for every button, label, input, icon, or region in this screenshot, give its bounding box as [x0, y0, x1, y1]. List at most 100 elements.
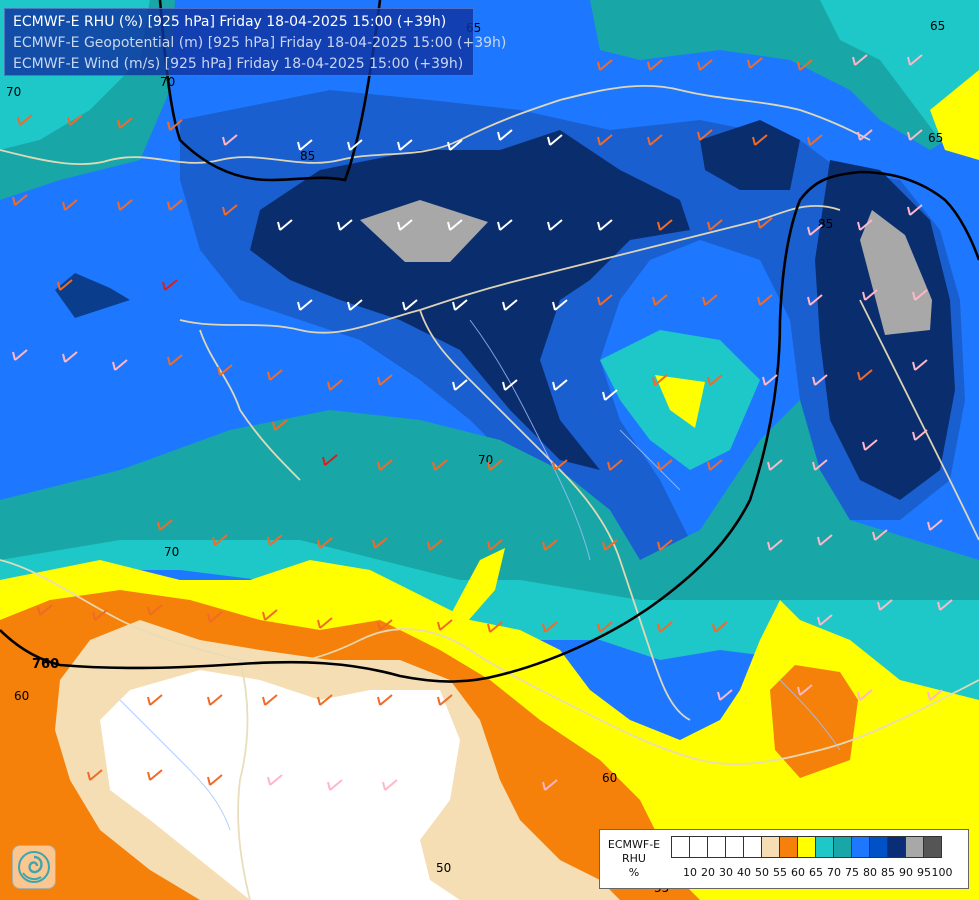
contour-label: 65: [930, 19, 945, 33]
legend-title: ECMWF-E RHU %: [604, 838, 664, 880]
rh-area-60-65-spike: [445, 548, 505, 630]
wind-barb: [347, 299, 363, 311]
wind-barb: [657, 219, 673, 231]
legend-swatch: [887, 836, 906, 858]
wind-barb: [547, 219, 563, 231]
legend-tick-label: 100: [931, 866, 953, 879]
wind-title: ECMWF-E Wind (m/s) [925 hPa] Friday 18-0…: [13, 56, 464, 72]
wind-barb: [647, 134, 663, 146]
wind-barb: [652, 374, 668, 386]
wind-barb: [92, 609, 108, 621]
wind-barb: [552, 299, 568, 311]
contour-label: 60: [14, 689, 29, 703]
wind-barb: [12, 194, 28, 206]
wind-barb: [757, 294, 773, 306]
wind-barb: [267, 774, 283, 786]
contour-label: 50: [436, 861, 451, 875]
legend-tick-label: 60: [791, 866, 805, 879]
wind-barb: [67, 114, 83, 126]
wind-barb: [317, 617, 333, 629]
wind-barb: [542, 539, 558, 551]
wind-barb: [157, 519, 173, 531]
wind-barb: [927, 689, 943, 701]
legend-tick-label: 10: [683, 866, 697, 879]
wind-barb: [877, 599, 893, 611]
legend-swatch: [797, 836, 816, 858]
wind-barb: [272, 419, 288, 431]
legend-swatch: [725, 836, 744, 858]
wind-barb: [347, 139, 363, 151]
wind-barb: [862, 439, 878, 451]
wind-barb: [747, 57, 763, 69]
wind-barb: [797, 684, 813, 696]
wind-barb: [757, 217, 773, 229]
legend-swatch: [851, 836, 870, 858]
wind-barb: [117, 199, 133, 211]
legend-swatch: [815, 836, 834, 858]
legend-swatches: [671, 836, 942, 860]
wind-barb: [707, 219, 723, 231]
legend-tick-label: 65: [809, 866, 823, 879]
wind-barb: [377, 619, 393, 631]
contour-label: 65: [928, 131, 943, 145]
wind-barb: [657, 539, 673, 551]
wind-barb: [297, 299, 313, 311]
contour-label: 70: [478, 453, 493, 467]
wind-barb: [712, 621, 728, 633]
wind-barb: [907, 54, 923, 66]
wind-barb: [647, 59, 663, 71]
wind-barb: [702, 294, 718, 306]
legend-tick-label: 70: [827, 866, 841, 879]
legend-tick-label: 50: [755, 866, 769, 879]
wind-barb: [597, 134, 613, 146]
wind-barb: [502, 379, 518, 391]
legend-title-line: ECMWF-E: [607, 838, 661, 851]
wind-barb: [762, 374, 778, 386]
wind-barb: [937, 599, 953, 611]
legend-swatch: [671, 836, 690, 858]
wind-barb: [377, 459, 393, 471]
wind-barb: [217, 364, 233, 376]
rh-area-90-95: [250, 130, 690, 470]
rh-area-95-100-east: [860, 210, 932, 335]
wind-barb: [502, 299, 518, 311]
rh-area-85-90-west: [55, 273, 130, 318]
legend-swatch: [743, 836, 762, 858]
wind-barb: [437, 619, 453, 631]
legend-swatch: [833, 836, 852, 858]
legend-tick-label: 75: [845, 866, 859, 879]
wind-barb: [907, 204, 923, 216]
wind-barb: [817, 614, 833, 626]
wind-barb: [552, 379, 568, 391]
wind-barb: [752, 134, 768, 146]
wind-barb: [912, 429, 928, 441]
wind-barb: [852, 54, 868, 66]
rh-area-90-95-ne: [700, 120, 800, 190]
wind-barb: [817, 534, 833, 546]
rh-area-55-60-east: [770, 665, 858, 778]
legend-tick-label: 80: [863, 866, 877, 879]
wind-barb: [597, 59, 613, 71]
wind-barb: [322, 454, 338, 466]
wind-barb: [717, 689, 733, 701]
wind-barb: [277, 219, 293, 231]
wind-barb: [372, 537, 388, 549]
rh-area-70-75: [0, 0, 175, 200]
wind-barb: [207, 611, 223, 623]
legend-tick-label: 20: [701, 866, 715, 879]
legend-swatch: [923, 836, 942, 858]
map-title-box: ECMWF-E RHU (%) [925 hPa] Friday 18-04-2…: [4, 8, 506, 76]
wind-barb: [147, 694, 163, 706]
legend-swatch: [869, 836, 888, 858]
wind-barb: [447, 219, 463, 231]
wind-barb: [222, 204, 238, 216]
provider-logo: [12, 845, 56, 889]
wind-barb: [602, 389, 618, 401]
wind-barb: [907, 129, 923, 141]
wind-barb: [37, 604, 53, 616]
wind-barb: [167, 354, 183, 366]
wind-barb: [657, 621, 673, 633]
wind-barb: [857, 689, 873, 701]
wind-barb: [807, 294, 823, 306]
wind-barb: [452, 379, 468, 391]
